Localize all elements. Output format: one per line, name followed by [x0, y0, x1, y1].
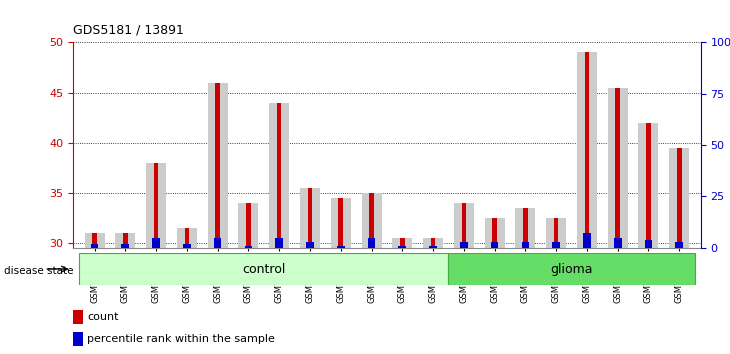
Bar	[554, 218, 558, 248]
Bar	[521, 242, 529, 248]
Bar	[154, 163, 158, 248]
Text: disease state: disease state	[4, 266, 73, 276]
Bar	[277, 103, 282, 248]
Bar	[246, 203, 250, 248]
Bar	[215, 82, 220, 248]
Bar	[431, 238, 435, 248]
Bar	[115, 233, 135, 248]
Bar	[368, 238, 375, 248]
Bar	[639, 122, 658, 248]
Bar	[177, 228, 197, 248]
Bar	[677, 148, 682, 248]
FancyBboxPatch shape	[448, 253, 695, 285]
Text: percentile rank within the sample: percentile rank within the sample	[87, 334, 275, 344]
FancyBboxPatch shape	[79, 253, 448, 285]
Bar	[361, 193, 382, 248]
Bar	[183, 244, 191, 248]
Bar	[614, 238, 621, 248]
Bar	[91, 244, 99, 248]
Bar	[399, 246, 406, 248]
Bar	[460, 242, 468, 248]
Bar	[146, 163, 166, 248]
Bar	[461, 203, 466, 248]
Bar	[369, 193, 374, 248]
Bar	[275, 238, 283, 248]
Bar	[153, 238, 160, 248]
Bar	[454, 203, 474, 248]
Bar	[85, 233, 104, 248]
Bar	[214, 238, 221, 248]
Bar	[269, 103, 289, 248]
Bar	[92, 233, 97, 248]
Bar	[485, 218, 504, 248]
Text: count: count	[87, 312, 118, 322]
Text: control: control	[242, 263, 285, 275]
Bar	[492, 218, 497, 248]
Bar	[669, 148, 689, 248]
Bar	[123, 233, 128, 248]
Bar	[429, 246, 437, 248]
Bar	[583, 233, 591, 248]
Bar	[307, 188, 312, 248]
Bar	[646, 122, 650, 248]
Bar	[239, 203, 258, 248]
Bar	[423, 238, 443, 248]
Bar	[337, 246, 345, 248]
Bar	[185, 228, 189, 248]
Bar	[615, 87, 620, 248]
Bar	[515, 208, 535, 248]
Bar	[73, 332, 82, 346]
Text: glioma: glioma	[550, 263, 593, 275]
Bar	[400, 238, 404, 248]
Bar	[585, 52, 589, 248]
Text: GDS5181 / 13891: GDS5181 / 13891	[73, 23, 184, 36]
Bar	[577, 52, 597, 248]
Bar	[245, 246, 253, 248]
Bar	[546, 218, 566, 248]
Bar	[121, 244, 129, 248]
Bar	[339, 198, 343, 248]
Bar	[523, 208, 528, 248]
Bar	[645, 240, 653, 248]
Bar	[331, 198, 350, 248]
Bar	[306, 242, 314, 248]
Bar	[73, 310, 82, 324]
Bar	[392, 238, 412, 248]
Bar	[300, 188, 320, 248]
Bar	[207, 82, 228, 248]
Bar	[553, 242, 560, 248]
Bar	[675, 242, 683, 248]
Bar	[491, 242, 499, 248]
Bar	[607, 87, 628, 248]
